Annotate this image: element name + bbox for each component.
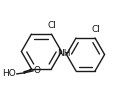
Text: O: O <box>33 66 40 75</box>
Text: Cl: Cl <box>48 21 56 30</box>
Text: HO: HO <box>3 69 16 78</box>
Text: NH: NH <box>57 49 71 57</box>
Text: Cl: Cl <box>91 25 100 34</box>
